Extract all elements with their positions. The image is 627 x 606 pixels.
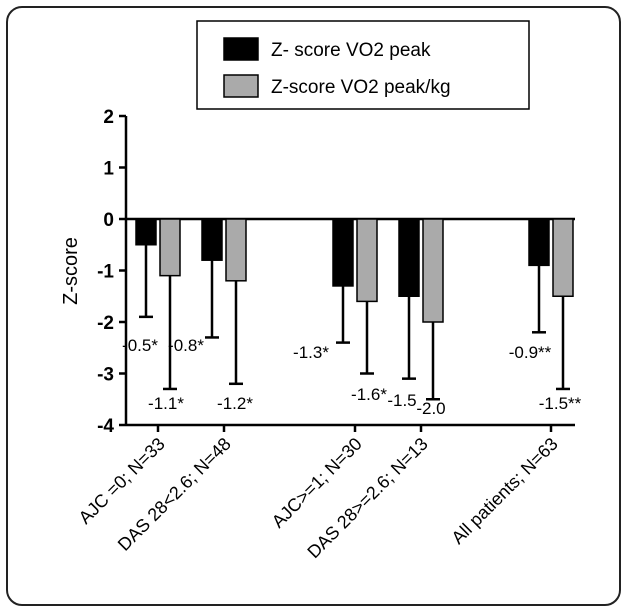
y-axis-title: Z-score: [60, 237, 82, 305]
data-labels: -0.5* -0.8* -1.3* -1.5 -0.9** -1.1* -1.2* -1.6*…: [122, 336, 582, 418]
bar-series-2: [356, 218, 378, 303]
bar-series-1: [528, 218, 550, 267]
data-label: -2.0: [416, 399, 445, 418]
bar-series-1: [332, 218, 354, 287]
legend-swatch-series-1: [223, 37, 259, 61]
legend-label-series-1: Z- score VO2 peak: [271, 40, 431, 61]
data-label: -0.5*: [122, 336, 158, 355]
y-tick-label: -3: [97, 365, 114, 386]
bar-series-1: [398, 218, 420, 297]
legend-swatch-series-2: [223, 74, 259, 98]
bars: [135, 218, 574, 401]
bar-series-1: [201, 218, 223, 261]
y-tick-label: -2: [97, 313, 114, 334]
bar-series-2: [552, 218, 574, 297]
y-tick-label: -1: [97, 262, 114, 283]
data-label: -1.3*: [293, 343, 329, 362]
data-label: -1.5: [387, 391, 416, 410]
y-tick-label: 0: [103, 210, 114, 231]
data-label: -0.9**: [509, 343, 552, 362]
y-tick-label: 2: [103, 107, 114, 128]
x-category-label: DAS 28<2.6; N=48: [114, 434, 235, 555]
data-label: -1.2*: [217, 394, 253, 413]
bar-series-2: [225, 218, 247, 282]
x-category-label: DAS 28>=2.6; N=13: [303, 434, 431, 562]
data-label: -1.6*: [351, 385, 387, 404]
y-tick-label: -4: [97, 416, 114, 437]
bar-series-2: [159, 218, 181, 277]
legend: Z- score VO2 peak Z-score VO2 peak/kg: [196, 20, 530, 110]
data-label: -0.8*: [168, 336, 204, 355]
bar-series-2: [422, 218, 444, 323]
y-tick-label: 1: [103, 159, 114, 180]
x-category-label: All patients; N=63: [448, 434, 562, 548]
legend-label-series-2: Z-score VO2 peak/kg: [271, 77, 451, 98]
bar-series-1: [135, 218, 157, 246]
data-label: -1.5**: [539, 394, 582, 413]
data-label: -1.1*: [148, 394, 184, 413]
